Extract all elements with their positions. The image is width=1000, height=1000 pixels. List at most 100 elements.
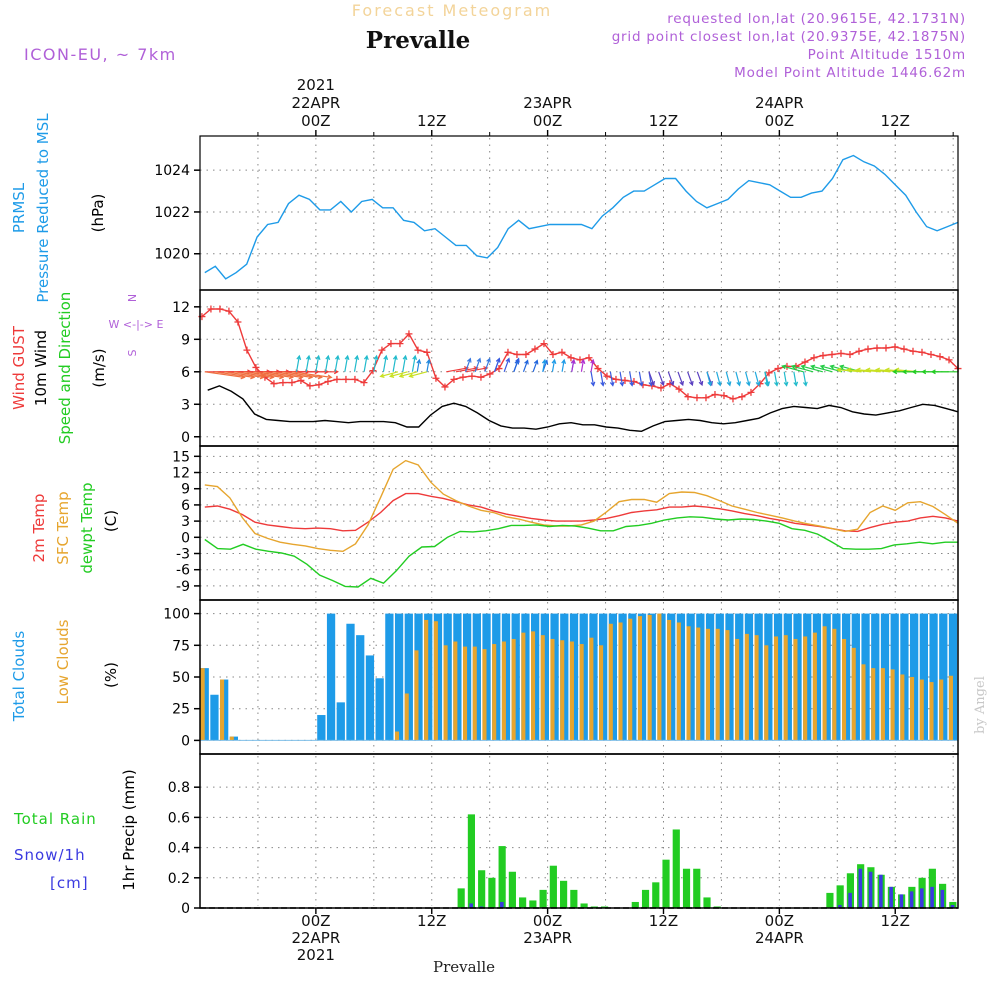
y-tick-label: 1022 <box>154 205 190 221</box>
bar-low-cloud <box>822 626 827 741</box>
gust-marker <box>477 373 485 381</box>
wind-arrow <box>484 357 491 372</box>
bar-total-rain <box>467 814 475 908</box>
gust-marker <box>351 375 359 383</box>
bar-total-cloud <box>531 613 540 741</box>
gust-marker <box>504 348 512 356</box>
label-dewpt-temp: dewpt Temp <box>78 482 96 573</box>
bar-total-cloud <box>599 613 608 741</box>
bar-low-cloud <box>414 650 419 741</box>
wind-arrow <box>800 364 823 373</box>
wind-arrow <box>392 354 398 372</box>
bar-total-cloud <box>501 613 511 741</box>
bar-low-cloud <box>783 635 788 741</box>
gust-marker <box>567 354 575 362</box>
gust-marker <box>945 356 953 364</box>
bar-snow <box>858 868 863 908</box>
gust-marker <box>342 375 350 383</box>
bar-total-cloud <box>579 613 588 741</box>
bar-low-cloud <box>608 623 613 741</box>
bar-total-rain <box>488 877 496 908</box>
y-tick-label: 0 <box>181 530 190 546</box>
gust-marker <box>909 347 917 355</box>
top-time-label: 12Z <box>881 112 910 130</box>
bar-total-cloud <box>472 613 481 741</box>
top-time-label: 22APR <box>291 94 340 112</box>
bar-total-cloud <box>890 613 899 741</box>
gust-marker <box>612 375 620 383</box>
label-10m-wind: 10m Wind <box>32 330 50 406</box>
bar-snow <box>920 888 924 908</box>
gust-marker <box>576 356 584 364</box>
y-tick-label: 1020 <box>154 247 190 263</box>
bar-low-cloud <box>657 613 662 741</box>
bar-low-cloud <box>667 619 672 741</box>
y-tick-label: 0.4 <box>168 841 190 857</box>
bar-total-rain <box>703 897 711 908</box>
series-dewpt-line <box>204 516 958 588</box>
label-low-clouds: Low Clouds <box>54 619 72 704</box>
bar-total-rain <box>631 901 639 908</box>
bottom-time-label: 00Z <box>301 912 330 930</box>
bar-total-cloud <box>453 613 462 741</box>
wind-arrow <box>541 358 547 372</box>
bar-total-cloud <box>200 668 209 741</box>
bar-total-rain <box>519 897 527 908</box>
gust-marker <box>513 350 521 358</box>
wind-arrow <box>353 354 360 372</box>
gust-marker <box>396 340 404 348</box>
bar-total-rain <box>682 868 691 908</box>
bar-low-cloud <box>948 675 953 741</box>
wind-arrow <box>373 354 379 372</box>
bar-total-rain <box>662 859 670 908</box>
bar-low-cloud <box>472 646 477 741</box>
point-altitude: Point Altitude 1510m <box>808 47 966 63</box>
bar-total-rain <box>846 873 854 908</box>
bar-snow <box>868 871 873 908</box>
bar-snow <box>930 886 934 908</box>
panel-precip: 0 0.2 0.4 0.6 0.8 <box>168 753 959 917</box>
wind-arrow <box>793 371 799 387</box>
wind-arrow <box>305 354 311 372</box>
bar-low-cloud <box>220 679 225 741</box>
bar-low-cloud <box>880 668 885 741</box>
bar-total-cloud <box>832 613 841 741</box>
y-tick-label: -9 <box>176 579 190 595</box>
wind-arrow <box>324 354 331 372</box>
bar-total-cloud <box>803 613 812 741</box>
gust-marker <box>378 346 386 354</box>
y-tick-label: 12 <box>172 300 190 316</box>
wind-arrow <box>735 371 742 387</box>
bar-low-cloud <box>705 628 711 741</box>
top-time-label: 00Z <box>301 112 330 130</box>
gust-marker <box>531 345 539 353</box>
bar-low-cloud <box>404 693 409 741</box>
y-tick-label: 6 <box>181 498 190 514</box>
bar-low-cloud <box>453 641 458 741</box>
bar-low-cloud <box>462 646 468 741</box>
wind-arrow <box>802 371 808 387</box>
wind-arrow <box>658 371 665 387</box>
gust-marker <box>891 343 899 351</box>
model-altitude: Model Point Altitude 1446.62m <box>734 65 966 81</box>
label-2m-temp: 2m Temp <box>30 494 48 563</box>
bar-total-cloud <box>414 613 423 741</box>
wind-arrow <box>503 357 511 372</box>
wind-arrow <box>408 371 428 378</box>
y-tick-label: 15 <box>172 449 190 465</box>
bar-low-cloud <box>569 641 574 741</box>
label-wind-unit: (m/s) <box>90 348 108 387</box>
gust-marker <box>459 373 467 381</box>
gust-marker <box>414 346 422 354</box>
y-tick-label: 0.8 <box>168 780 190 796</box>
gust-marker <box>729 395 737 403</box>
wind-arrow <box>790 364 814 373</box>
bar-total-rain <box>826 892 834 908</box>
bar-low-cloud <box>793 638 798 741</box>
bar-low-cloud <box>433 621 438 741</box>
location-title: Prevalle <box>366 27 470 54</box>
bar-low-cloud <box>540 635 545 741</box>
bar-total-cloud <box>676 613 686 741</box>
